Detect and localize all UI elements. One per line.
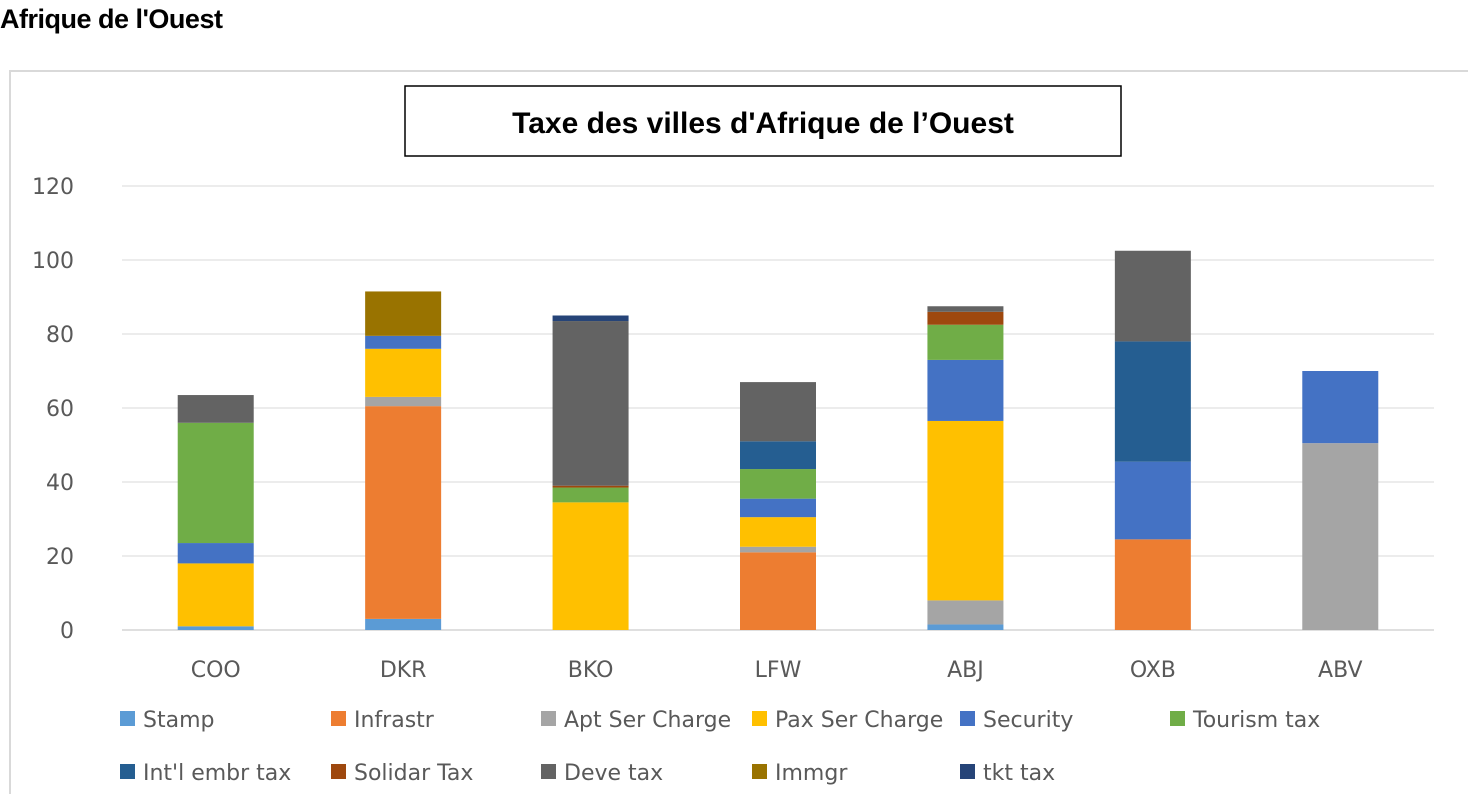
bar-segment xyxy=(552,487,629,503)
legend-swatch xyxy=(1170,711,1185,726)
bar-segment xyxy=(365,618,442,630)
legend-label: Security xyxy=(983,708,1073,733)
bar-segment xyxy=(365,396,442,407)
bar-segment xyxy=(365,348,442,397)
bar-segment xyxy=(365,291,442,336)
legend-swatch xyxy=(752,764,767,779)
y-tick-label: 0 xyxy=(60,619,74,644)
legend-swatch xyxy=(541,711,556,726)
bar-segment xyxy=(740,441,816,470)
legend-label: Pax Ser Charge xyxy=(775,708,943,733)
legend-swatch xyxy=(541,764,556,779)
legend-swatch xyxy=(960,764,975,779)
bar-segment xyxy=(365,406,442,619)
x-tick-label: DKR xyxy=(380,658,427,683)
bar-segment xyxy=(177,395,254,423)
page-heading: Afrique de l'Ouest xyxy=(0,4,223,34)
bar-segment xyxy=(927,359,1004,421)
bar-segment xyxy=(740,498,816,518)
legend-swatch xyxy=(120,711,135,726)
legend-label: Infrastr xyxy=(354,708,435,733)
bar-segment xyxy=(177,543,254,564)
bar-segment xyxy=(177,563,254,627)
legend-label: Int'l embr tax xyxy=(143,761,291,786)
legend-label: tkt tax xyxy=(983,761,1055,786)
y-tick-label: 20 xyxy=(46,545,74,570)
legend-swatch xyxy=(960,711,975,726)
bar-segment xyxy=(552,321,629,486)
bar-segment xyxy=(552,315,629,322)
legend-label: Deve tax xyxy=(564,761,663,786)
bar-segment xyxy=(1114,341,1191,462)
x-tick-label: ABJ xyxy=(947,658,984,683)
y-tick-label: 80 xyxy=(46,323,74,348)
bar-segment xyxy=(740,469,816,499)
chart-title: Taxe des villes d'Afrique de l’Ouest xyxy=(512,107,1014,140)
bar-segment xyxy=(177,422,254,544)
chart-title-box xyxy=(404,85,1122,157)
bar-segment xyxy=(927,306,1004,312)
bar-segment xyxy=(740,517,816,547)
legend-label: Apt Ser Charge xyxy=(564,708,731,733)
bar-segment xyxy=(927,324,1004,360)
legend-label: Immgr xyxy=(775,761,848,786)
legend-swatch xyxy=(331,711,346,726)
legend-swatch xyxy=(752,711,767,726)
bar-segment xyxy=(1302,371,1379,444)
x-tick-label: OXB xyxy=(1130,658,1176,683)
bar-segment xyxy=(927,600,1004,625)
chart-frame xyxy=(9,70,1468,794)
bar-segment xyxy=(1302,443,1379,630)
legend-label: Solidar Tax xyxy=(354,761,473,786)
bar-segment xyxy=(177,626,254,630)
bar-segment xyxy=(552,485,629,488)
y-tick-label: 60 xyxy=(46,397,74,422)
legend-swatch xyxy=(331,764,346,779)
x-tick-label: COO xyxy=(191,658,241,683)
bar-segment xyxy=(552,502,629,630)
bar-segment xyxy=(365,335,442,349)
bar-segment xyxy=(1114,539,1191,630)
bar-segment xyxy=(927,624,1004,630)
x-tick-label: BKO xyxy=(568,658,614,683)
bar-segment xyxy=(1114,250,1191,342)
y-tick-label: 40 xyxy=(46,471,74,496)
bar-segment xyxy=(927,420,1004,601)
legend-swatch xyxy=(120,764,135,779)
x-tick-label: LFW xyxy=(755,658,802,683)
bar-segment xyxy=(740,382,816,442)
legend-label: Stamp xyxy=(143,708,214,733)
legend-label: Tourism tax xyxy=(1192,708,1320,733)
bar-segment xyxy=(740,552,816,630)
bar-segment xyxy=(740,546,816,553)
x-tick-label: ABV xyxy=(1318,658,1363,683)
y-tick-label: 100 xyxy=(32,249,74,274)
bar-segment xyxy=(1114,461,1191,540)
bar-segment xyxy=(927,311,1004,325)
y-tick-label: 120 xyxy=(32,175,74,200)
